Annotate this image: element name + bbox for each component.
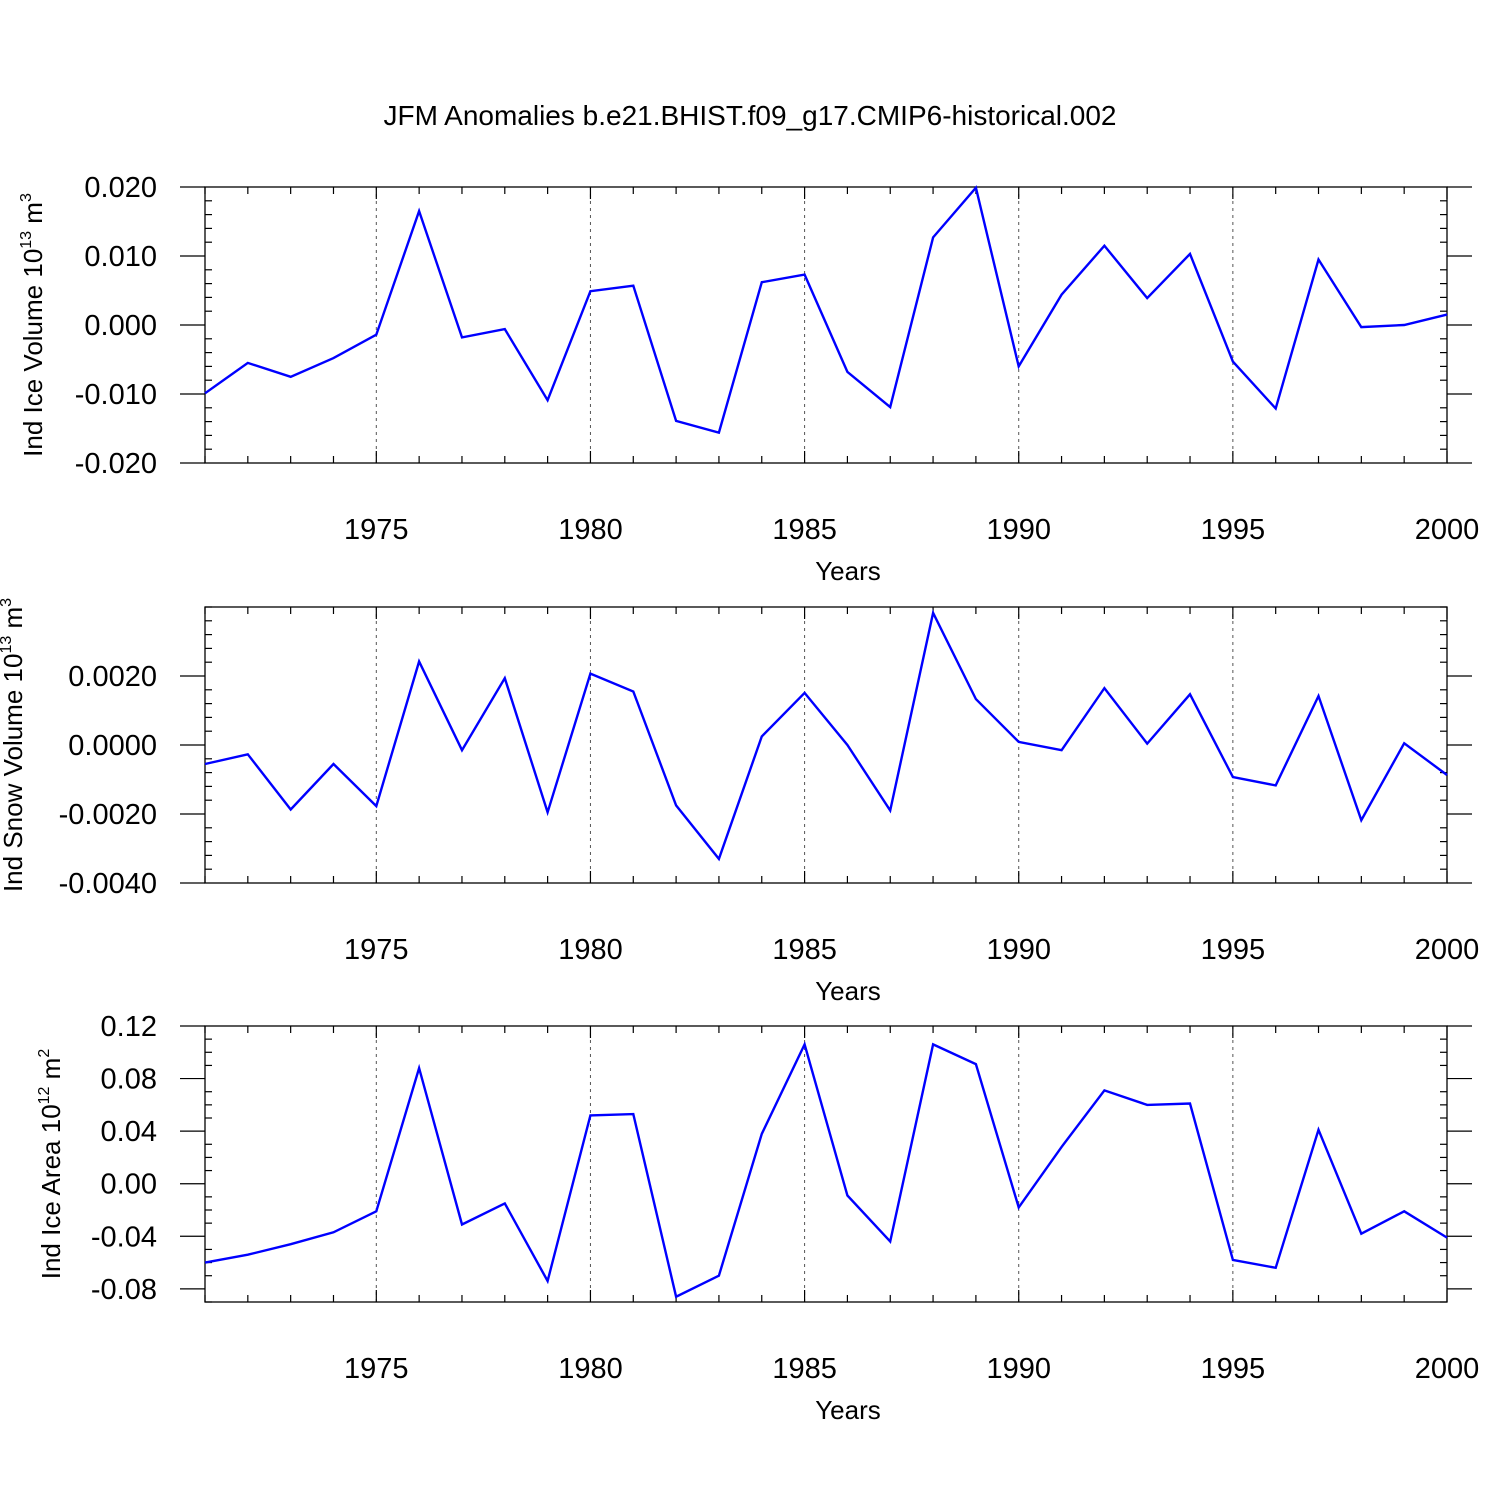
y-tick-label: 0.020 — [84, 172, 157, 204]
x-axis-label: Years — [815, 556, 881, 586]
y-tick-label: -0.020 — [75, 448, 157, 480]
x-tick-label: 1975 — [344, 934, 409, 966]
y-axis-label: Ind Ice Area 1012 m2 — [36, 1049, 66, 1280]
x-tick-label: 1980 — [558, 1353, 623, 1385]
y-tick-label: 0.12 — [101, 1011, 157, 1043]
y-tick-label: 0.00 — [101, 1169, 157, 1201]
x-tick-label: 1975 — [344, 1353, 409, 1385]
x-tick-label: 1995 — [1201, 1353, 1266, 1385]
x-tick-label: 1980 — [558, 934, 623, 966]
x-tick-label: 1990 — [986, 934, 1051, 966]
y-tick-label: -0.08 — [91, 1274, 157, 1306]
plot-frame — [204, 1025, 1448, 1303]
x-tick-label: 1980 — [558, 514, 623, 546]
x-tick-label: 2000 — [1415, 934, 1480, 966]
y-tick-label: 0.010 — [84, 241, 157, 273]
y-tick-label: -0.04 — [91, 1221, 157, 1253]
y-tick-label: 0.000 — [84, 310, 157, 342]
y-tick-label: 0.08 — [101, 1064, 157, 1096]
panel-snow-volume: -0.0040 -0.0020 0.0000 0.0020 1975 1980 1985 19… — [0, 598, 1479, 1006]
x-tick-label: 1985 — [772, 1353, 837, 1385]
x-tick-label: 1995 — [1201, 934, 1266, 966]
chart-title: JFM Anomalies b.e21.BHIST.f09_g17.CMIP6-… — [383, 100, 1116, 131]
x-tick-label: 1985 — [772, 934, 837, 966]
x-tick-label: 1995 — [1201, 514, 1266, 546]
series-line — [204, 609, 1448, 862]
x-tick-label: 1975 — [344, 514, 409, 546]
y-tick-label: 0.04 — [101, 1116, 157, 1148]
x-tick-label: 1985 — [772, 514, 837, 546]
y-tick-label: 0.0020 — [68, 661, 157, 693]
y-tick-label: 0.0000 — [68, 730, 157, 762]
y-tick-label: -0.0040 — [59, 868, 157, 900]
x-tick-label: 1990 — [986, 1353, 1051, 1385]
plot-frame — [204, 606, 1448, 884]
x-axis-label: Years — [815, 1395, 881, 1425]
panel-ice-volume: -0.020 -0.010 0.000 0.010 0.020 1975 1980 1985 1… — [18, 172, 1479, 586]
y-axis-label: Ind Snow Volume 1013 m3 — [0, 598, 28, 892]
x-tick-label: 2000 — [1415, 1353, 1480, 1385]
series-line — [204, 1041, 1448, 1299]
x-axis-label: Years — [815, 976, 881, 1006]
panel-ice-area: -0.08 -0.04 0.00 0.04 0.08 0.12 1975 1980 1985 19… — [36, 1011, 1479, 1425]
x-tick-label: 1990 — [986, 514, 1051, 546]
x-tick-label: 2000 — [1415, 514, 1480, 546]
y-tick-label: -0.0020 — [59, 799, 157, 831]
y-axis-label: Ind Ice Volume 1013 m3 — [18, 193, 48, 457]
y-tick-label: -0.010 — [75, 379, 157, 411]
series-line — [204, 185, 1448, 435]
